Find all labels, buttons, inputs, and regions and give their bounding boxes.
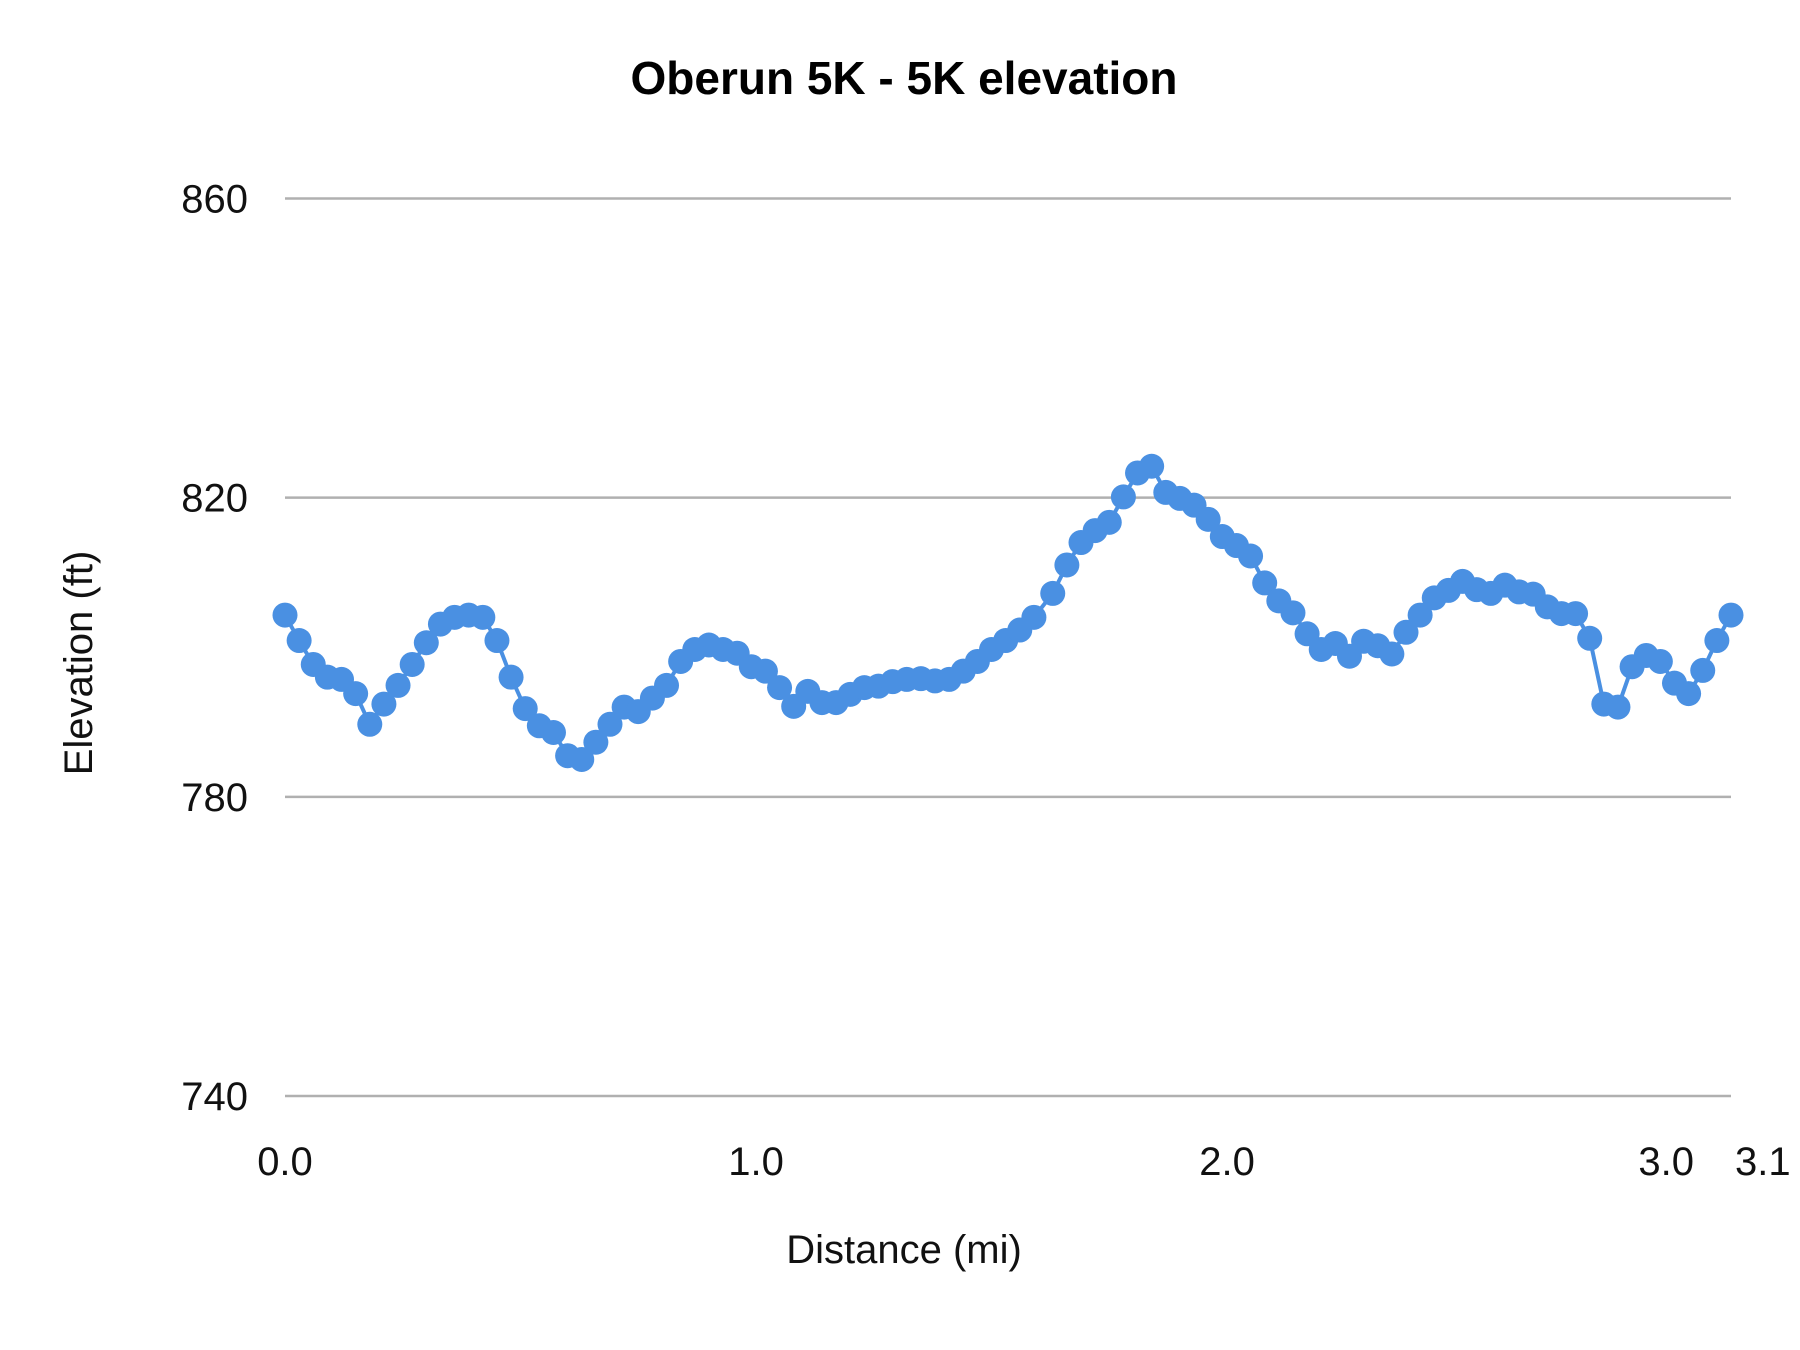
data-point xyxy=(1195,506,1221,532)
data-point xyxy=(399,651,425,677)
gridlines xyxy=(285,197,1731,1098)
data-point xyxy=(569,746,595,772)
y-axis-ticks: 860 820 780 740 xyxy=(181,178,248,1120)
data-point xyxy=(1690,657,1716,683)
data-point xyxy=(1563,601,1589,627)
x-tick-label: 2.0 xyxy=(1199,1140,1255,1184)
data-point xyxy=(1280,600,1306,626)
data-point xyxy=(752,658,778,684)
data-point xyxy=(1040,580,1066,606)
data-point xyxy=(583,729,609,755)
data-point xyxy=(1252,570,1278,596)
data-point xyxy=(498,664,524,690)
x-axis-title: Distance (mi) xyxy=(786,1228,1022,1272)
data-point xyxy=(357,711,383,737)
data-point xyxy=(767,675,793,701)
data-point xyxy=(470,604,496,630)
y-tick-label: 740 xyxy=(181,1075,248,1119)
x-tick-label: 3.0 xyxy=(1638,1140,1694,1184)
data-point xyxy=(654,672,680,698)
x-tick-label: 3.1 xyxy=(1735,1140,1791,1184)
data-point xyxy=(1139,453,1165,479)
data-point xyxy=(1054,552,1080,578)
data-point xyxy=(1605,694,1631,720)
data-point xyxy=(1647,648,1673,674)
y-tick-label: 820 xyxy=(181,477,248,521)
data-point xyxy=(1096,509,1122,535)
data-point xyxy=(1110,484,1136,510)
data-point xyxy=(1718,602,1744,628)
data-point xyxy=(512,696,538,722)
data-point xyxy=(1577,625,1603,651)
data-point xyxy=(272,602,298,628)
data-point xyxy=(286,628,312,654)
data-point xyxy=(1407,602,1433,628)
y-tick-label: 860 xyxy=(181,178,248,222)
x-axis-ticks: 0.0 1.0 2.0 3.0 3.1 xyxy=(257,1140,1790,1184)
data-point xyxy=(1021,604,1047,630)
x-tick-label: 0.0 xyxy=(257,1140,313,1184)
data-point xyxy=(1676,681,1702,707)
x-tick-label: 1.0 xyxy=(728,1140,784,1184)
data-point xyxy=(1704,628,1730,654)
data-point xyxy=(1379,641,1405,667)
data-point xyxy=(385,672,411,698)
data-point xyxy=(597,711,623,737)
chart-title: Oberun 5K - 5K elevation xyxy=(630,52,1177,104)
data-point xyxy=(484,628,510,654)
data-point xyxy=(343,681,369,707)
data-point xyxy=(1393,619,1419,645)
series-line xyxy=(283,464,1733,762)
data-point xyxy=(540,720,566,746)
elevation-series xyxy=(272,453,1744,772)
data-point xyxy=(371,691,397,717)
data-point xyxy=(413,630,439,656)
y-axis-title: Elevation (ft) xyxy=(57,551,101,776)
y-tick-label: 780 xyxy=(181,776,248,820)
data-point xyxy=(1238,543,1264,569)
